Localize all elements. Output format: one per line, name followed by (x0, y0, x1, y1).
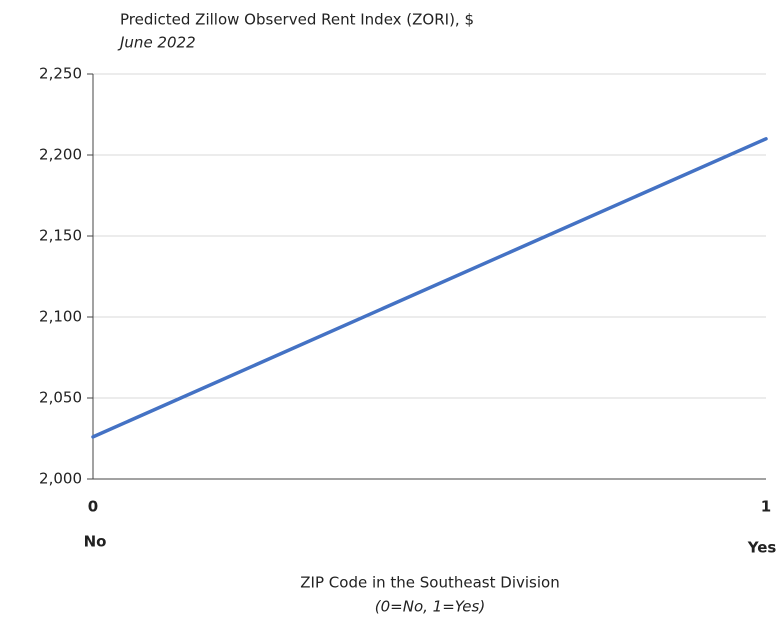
x-tick-sublabel: No (84, 533, 107, 551)
chart-title: Predicted Zillow Observed Rent Index (ZO… (120, 11, 474, 29)
line (91, 137, 768, 439)
y-tick-label: 2,050 (39, 389, 82, 407)
y-tick-label: 2,200 (39, 146, 82, 164)
x-tick-label: 1 (761, 498, 771, 516)
x-tick-sublabel: Yes (747, 539, 777, 557)
y-tick-label: 2,150 (39, 227, 82, 245)
x-axis-note: (0=No, 1=Yes) (375, 598, 485, 616)
chart-subtitle: June 2022 (117, 34, 196, 52)
x-axis-title: ZIP Code in the Southeast Division (300, 574, 559, 592)
y-tick-label: 2,250 (39, 65, 82, 83)
y-tick-label: 2,000 (39, 470, 82, 488)
y-tick-label: 2,100 (39, 308, 82, 326)
x-tick-label: 0 (88, 498, 98, 516)
